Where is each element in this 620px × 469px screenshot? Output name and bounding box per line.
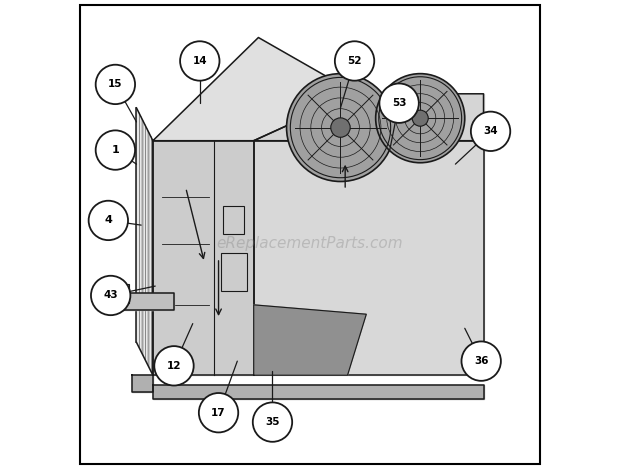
Circle shape	[335, 41, 374, 81]
Text: 34: 34	[483, 126, 498, 136]
Text: 12: 12	[167, 361, 181, 371]
Circle shape	[461, 341, 501, 381]
Circle shape	[95, 130, 135, 170]
Polygon shape	[153, 385, 484, 399]
Text: eReplacementParts.com: eReplacementParts.com	[216, 236, 404, 251]
Text: 35: 35	[265, 417, 280, 427]
Circle shape	[154, 346, 193, 386]
Polygon shape	[136, 108, 153, 375]
Polygon shape	[153, 38, 357, 141]
Text: 53: 53	[392, 98, 406, 108]
Circle shape	[89, 201, 128, 240]
Circle shape	[412, 110, 428, 126]
Bar	[115, 284, 130, 303]
Circle shape	[331, 118, 350, 137]
Circle shape	[376, 74, 465, 163]
Circle shape	[91, 276, 130, 315]
Text: 14: 14	[192, 56, 207, 66]
Polygon shape	[153, 141, 254, 375]
Text: 17: 17	[211, 408, 226, 418]
Polygon shape	[118, 293, 174, 310]
Polygon shape	[132, 375, 153, 392]
Polygon shape	[254, 94, 484, 141]
Circle shape	[471, 112, 510, 151]
Text: 1: 1	[112, 145, 119, 155]
Text: 4: 4	[104, 215, 112, 226]
Bar	[223, 206, 244, 234]
Polygon shape	[254, 305, 366, 375]
Circle shape	[253, 402, 292, 442]
Text: 15: 15	[108, 79, 123, 90]
Polygon shape	[254, 141, 484, 375]
Bar	[221, 253, 247, 291]
Circle shape	[95, 65, 135, 104]
Circle shape	[379, 83, 419, 123]
Text: 52: 52	[347, 56, 362, 66]
Circle shape	[180, 41, 219, 81]
Text: 43: 43	[104, 290, 118, 301]
Text: 36: 36	[474, 356, 489, 366]
Circle shape	[286, 74, 394, 182]
Circle shape	[199, 393, 238, 432]
